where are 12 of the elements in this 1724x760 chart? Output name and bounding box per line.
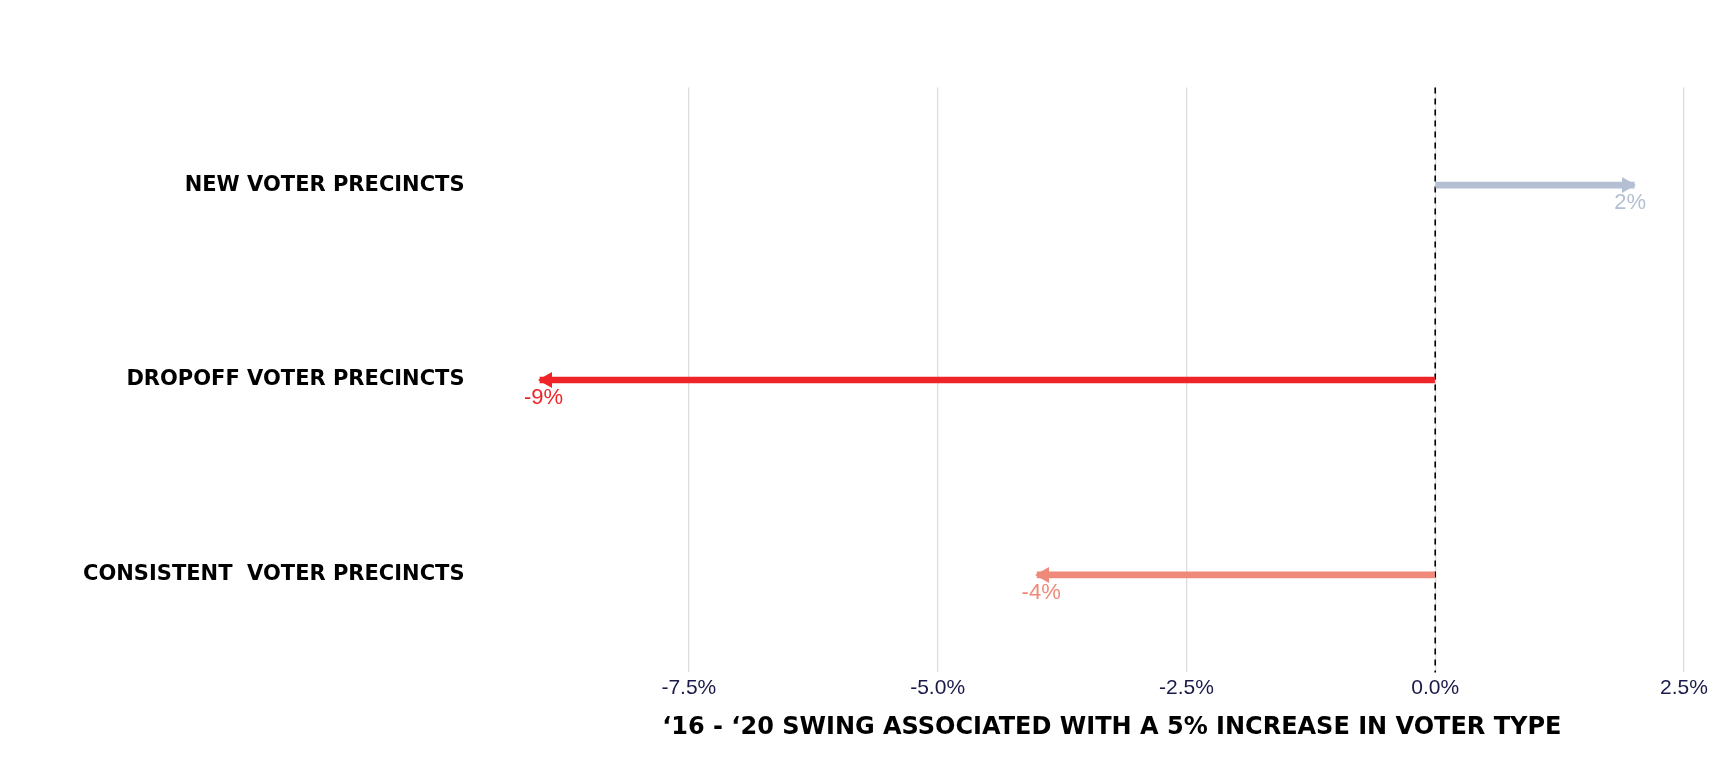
y-tick-label: CONSISTENT VOTER PRECINCTS <box>82 561 465 586</box>
y-tick-label: NEW VOTER PRECINCTS <box>184 171 465 196</box>
y-tick-label: DROPOFF VOTER PRECINCTS <box>126 366 465 391</box>
x-tick-label: -5.0% <box>910 674 966 698</box>
x-axis-title: ‘16 - ‘20 SWING ASSOCIATED WITH A 5% INCREASE IN VOTER TYPE <box>662 712 1562 741</box>
x-tick-label: -7.5% <box>661 674 717 698</box>
x-tick-label: -2.5% <box>1158 674 1214 698</box>
data-label: 2% <box>1614 189 1647 215</box>
data-label: -9% <box>523 384 564 410</box>
x-tick-label: 0.0% <box>1411 674 1460 698</box>
x-tick-label: 2.5% <box>1660 674 1708 698</box>
data-label: -4% <box>1021 579 1061 604</box>
